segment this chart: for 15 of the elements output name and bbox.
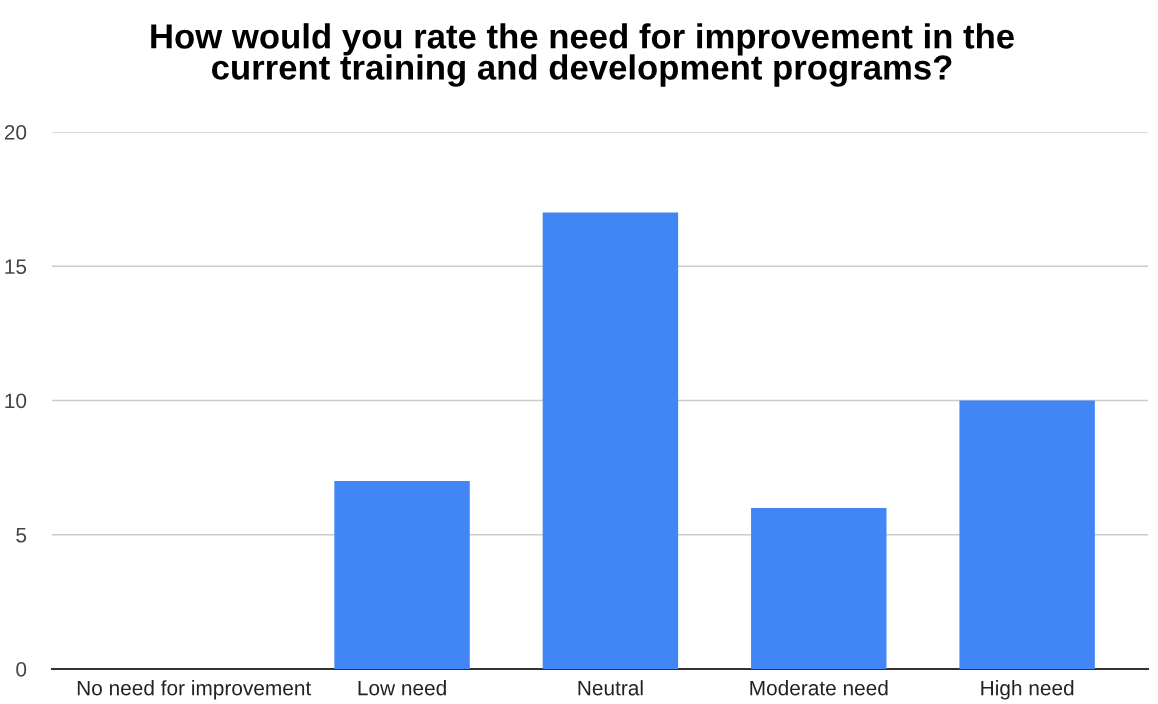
y-tick-label: 15 — [5, 259, 27, 274]
x-tick-label: High need — [981, 680, 1074, 700]
x-tick-label: Neutral — [578, 680, 643, 696]
chart-title: How would you rate the need for improvement in the current training and development programs? — [151, 23, 1014, 87]
y-tick-label: 5 — [16, 527, 27, 543]
y-tick-label: 0 — [16, 662, 27, 677]
y-tick-label: 10 — [5, 393, 27, 409]
bar — [542, 212, 679, 669]
x-tick-label: Low need — [358, 680, 446, 696]
bar — [959, 400, 1095, 669]
bar — [751, 507, 887, 669]
y-tick-label: 20 — [4, 125, 27, 140]
x-tick-label: No need for improvement — [77, 680, 312, 700]
x-tick-label: Moderate need — [750, 680, 888, 696]
bar — [334, 481, 470, 669]
